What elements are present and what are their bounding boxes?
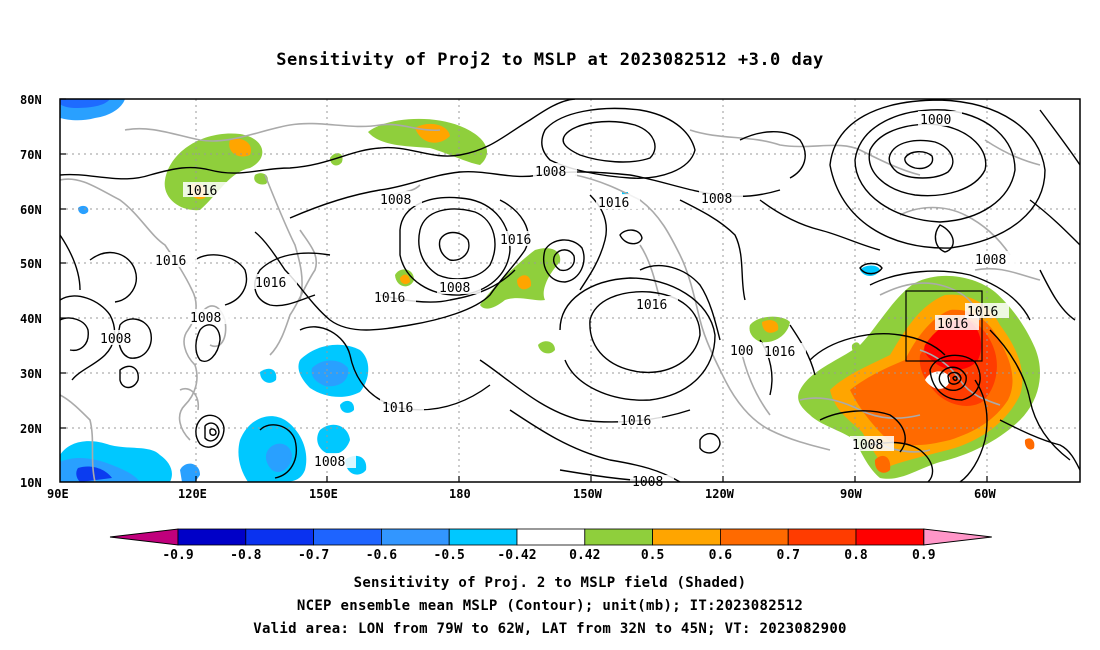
contour-label: 1016	[598, 196, 629, 211]
colorbar-label: -0.5	[434, 548, 465, 563]
contour-label: 1008	[314, 455, 345, 470]
colorbar-segment	[787, 528, 857, 546]
colorbar-label: 0.9	[912, 548, 935, 563]
lat-label: 50N	[20, 257, 42, 271]
contour-label: 1008	[439, 281, 470, 296]
contour-label: 1008	[535, 165, 566, 180]
contour-label: 1016	[374, 291, 405, 306]
contour-labels: 1016 1016 1016 1008 1008 1008 1016 1008 …	[100, 113, 1007, 490]
colorbar-label: 0.6	[709, 548, 733, 563]
contour-label: 100	[730, 344, 753, 359]
colorbar-segment	[313, 528, 382, 546]
lat-label: 10N	[20, 476, 42, 490]
colorbar-segment	[380, 528, 450, 546]
colorbar-label: -0.7	[298, 548, 329, 563]
contour-label: 1016	[155, 254, 186, 269]
colorbar-label: 0.7	[776, 548, 799, 563]
lat-label: 80N	[20, 93, 42, 107]
contour-label: 1008	[190, 311, 221, 326]
contour-label: 1008	[100, 332, 131, 347]
contour-label: 1016	[636, 298, 667, 313]
colorbar-label: 0.42	[569, 548, 600, 563]
lon-label: 150E	[309, 487, 338, 501]
contour-label: 1016	[620, 414, 651, 429]
colorbar-end-low	[109, 528, 179, 546]
lon-label: 60W	[974, 487, 996, 501]
caption-line-2: NCEP ensemble mean MSLP (Contour); unit(…	[296, 598, 804, 614]
contour-label: 1016	[967, 305, 998, 320]
lon-label: 90E	[47, 487, 69, 501]
contour-label: 1016	[186, 184, 217, 199]
colorbar-label: 0.5	[641, 548, 664, 563]
lon-label: 120E	[178, 487, 207, 501]
lon-label: 120W	[705, 487, 735, 501]
latitude-labels: 80N 70N 60N 50N 40N 30N 20N 10N	[20, 93, 42, 490]
lon-label: 90W	[840, 487, 862, 501]
longitude-labels: 90E 120E 150E 180 150W 120W 90W 60W	[47, 487, 996, 501]
lat-label: 30N	[20, 367, 42, 381]
graticule	[60, 99, 1080, 482]
contour-label: 1008	[852, 438, 883, 453]
lon-label: 180	[449, 487, 471, 501]
contour-label: 1008	[701, 192, 732, 207]
colorbar-segment	[245, 528, 315, 546]
contour-label: 1016	[382, 401, 413, 416]
mslp-contours	[60, 99, 1080, 482]
colorbar-segment	[720, 528, 789, 546]
tick-marks	[60, 98, 988, 482]
map-frame	[59, 98, 1081, 483]
caption-line-1: Sensitivity of Proj. 2 to MSLP field (Sh…	[353, 575, 747, 591]
colorbar-end-high	[923, 528, 992, 546]
colorbar-label: -0.9	[162, 548, 193, 563]
colorbar: -0.9 -0.8 -0.7 -0.6 -0.5 -0.42 0.42 0.5 0.6 0.7 0.…	[109, 528, 992, 563]
contour-label: 1008	[380, 193, 411, 208]
lat-label: 60N	[20, 203, 42, 217]
negative-sensitivity-shading	[60, 99, 880, 482]
contour-label: 1016	[500, 233, 531, 248]
colorbar-segment	[855, 528, 925, 546]
contour-label: 1016	[764, 345, 795, 360]
contour-label: 1000	[920, 113, 951, 128]
colorbar-segment	[516, 528, 586, 546]
lat-label: 40N	[20, 312, 42, 326]
chart-title: Sensitivity of Proj2 to MSLP at 20230825…	[276, 50, 824, 70]
contour-label: 1016	[937, 317, 968, 332]
colorbar-segment	[652, 528, 721, 546]
caption-line-3: Valid area: LON from 79W to 62W, LAT fro…	[253, 621, 847, 637]
lat-label: 20N	[20, 422, 42, 436]
colorbar-label: -0.6	[366, 548, 397, 563]
contour-label: 1016	[255, 276, 286, 291]
colorbar-segment	[448, 528, 518, 546]
lon-label: 150W	[573, 487, 603, 501]
colorbar-segment	[177, 528, 247, 546]
colorbar-label: 0.8	[844, 548, 868, 563]
colorbar-label: -0.8	[230, 548, 261, 563]
colorbar-label: -0.42	[497, 548, 536, 563]
contour-label: 1008	[975, 253, 1006, 268]
valid-area-box	[905, 290, 983, 362]
lat-label: 70N	[20, 148, 42, 162]
colorbar-segment	[584, 528, 653, 546]
